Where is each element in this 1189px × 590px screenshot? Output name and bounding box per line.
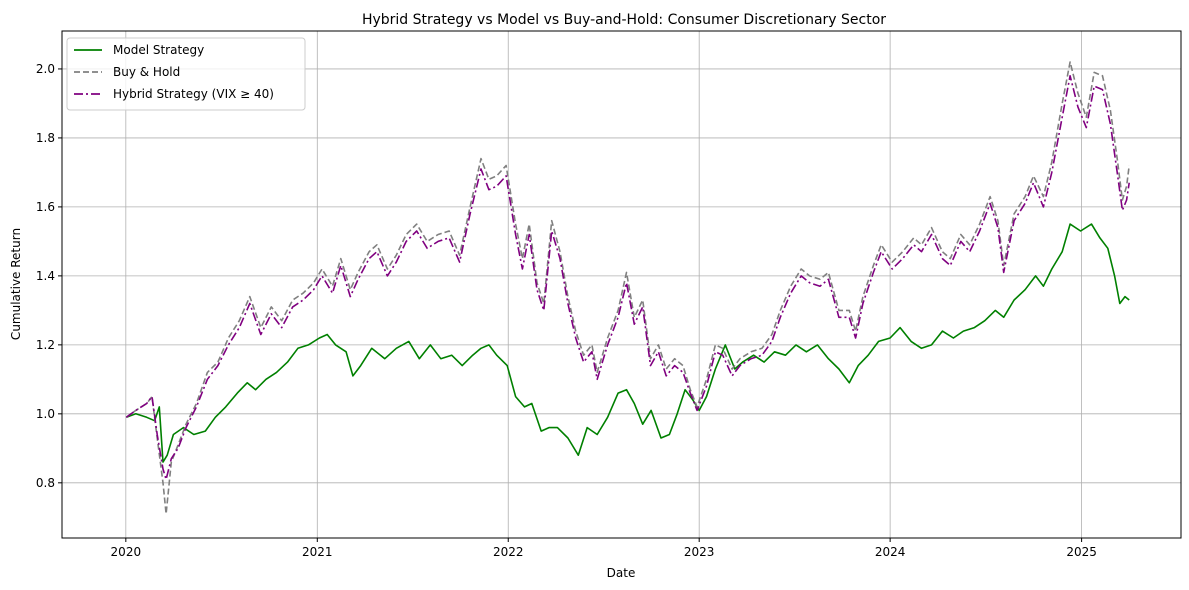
plot-frame	[61, 30, 1182, 539]
y-tick-label: 1.4	[36, 269, 55, 283]
x-tick-label: 2021	[302, 545, 333, 559]
y-axis-label: Cumulative Return	[9, 228, 23, 340]
model-strategy-line	[126, 223, 1130, 463]
legend-box	[66, 37, 306, 111]
y-axis: 0.8 1.0 1.2 1.4 1.6 1.8 2.0	[36, 62, 62, 490]
buy-hold-line	[125, 61, 1130, 515]
x-tick-label: 2023	[684, 545, 715, 559]
x-tick-label: 2025	[1066, 545, 1097, 559]
x-axis: 2020 2021 2022 2023 2024 2025	[111, 538, 1097, 559]
grid	[62, 31, 1181, 538]
y-tick-label: 2.0	[36, 62, 55, 76]
x-tick-label: 2020	[111, 545, 142, 559]
x-axis-label: Date	[607, 566, 636, 580]
legend-label-hybrid-strategy: Hybrid Strategy (VIX ≥ 40)	[113, 87, 274, 101]
x-tick-label: 2022	[493, 545, 524, 559]
hybrid-strategy-line	[125, 75, 1130, 481]
y-tick-label: 1.2	[36, 338, 55, 352]
y-tick-label: 1.0	[36, 407, 55, 421]
legend-label-buy-hold: Buy & Hold	[113, 65, 180, 79]
chart-title: Hybrid Strategy vs Model vs Buy-and-Hold…	[362, 12, 886, 28]
x-tick-label: 2024	[875, 545, 906, 559]
y-tick-label: 1.8	[36, 131, 55, 145]
plot-lines	[125, 61, 1130, 515]
y-tick-label: 1.6	[36, 200, 55, 214]
legend: Model Strategy Buy & Hold Hybrid Strateg…	[66, 37, 306, 111]
y-tick-label: 0.8	[36, 476, 55, 490]
legend-label-model-strategy: Model Strategy	[113, 43, 204, 57]
